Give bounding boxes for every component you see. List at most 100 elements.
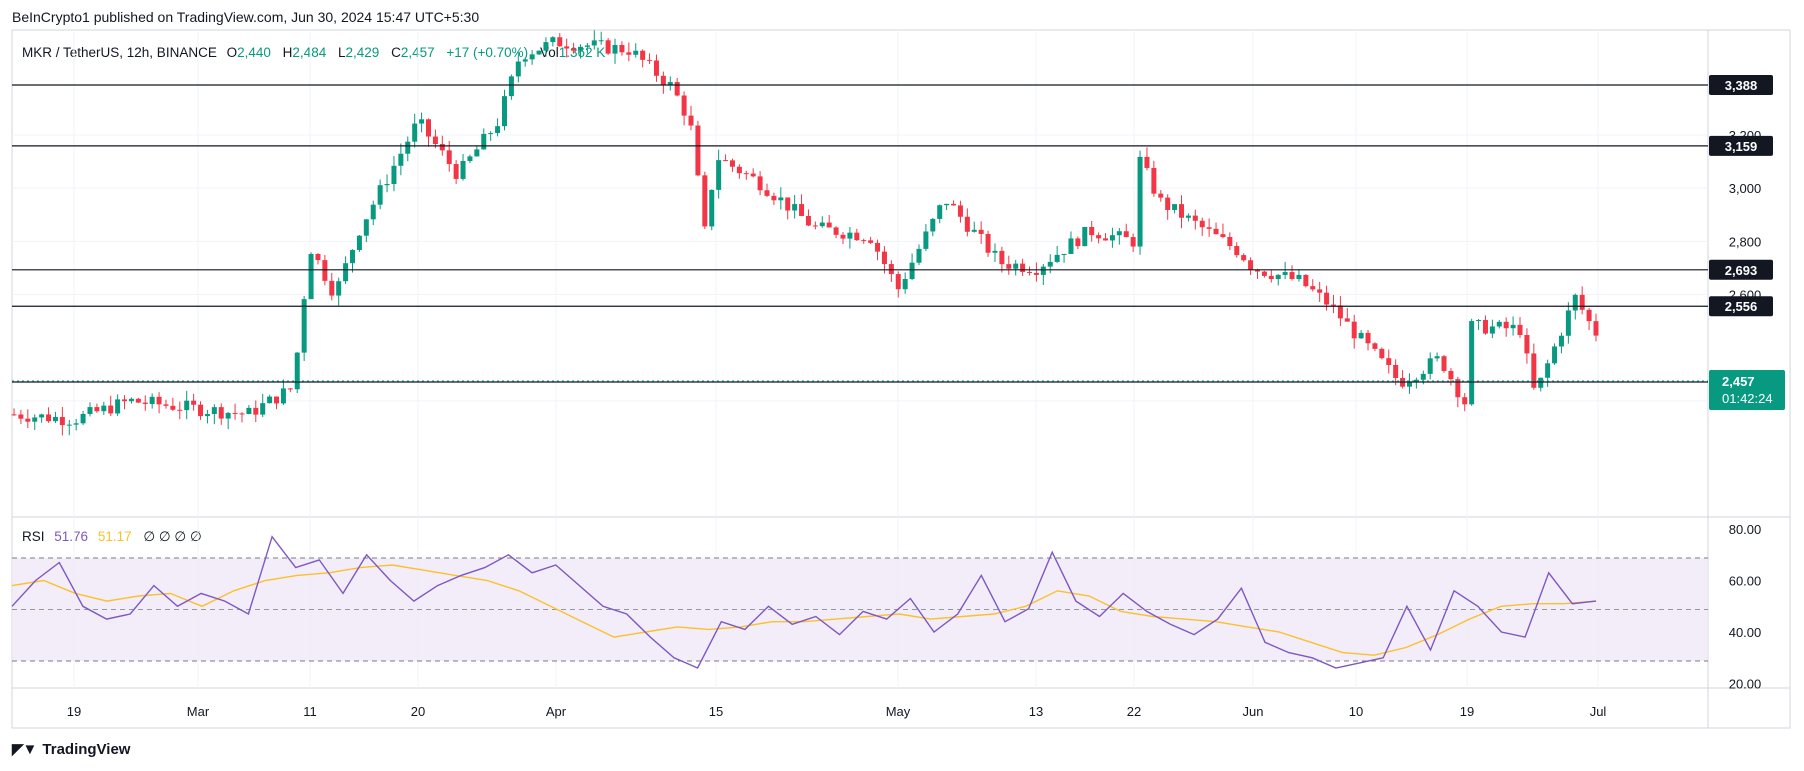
- horizontal-levels: [12, 84, 1708, 383]
- candle-body: [536, 50, 542, 55]
- time-axis[interactable]: 19 Mar 11 20 Apr 15 May 13 22 Jun 10 19 Jul: [67, 704, 1607, 719]
- time-axis-label: Jul: [1590, 704, 1607, 719]
- candle-body: [1241, 255, 1247, 261]
- candle-body: [315, 254, 321, 261]
- tradingview-logo-text: TradingView: [42, 740, 131, 758]
- candle-body: [156, 396, 162, 405]
- candle-body: [1047, 261, 1053, 267]
- candle-body: [723, 160, 729, 162]
- candle-body: [1434, 356, 1440, 359]
- candle-body: [1289, 272, 1295, 279]
- candle-body: [964, 216, 970, 232]
- publisher-attribution: BeInCrypto1 published on TradingView.com…: [12, 9, 480, 25]
- candle-body: [25, 418, 31, 422]
- candle-body: [1565, 310, 1571, 336]
- candle-body: [439, 144, 445, 151]
- level-tag: [1709, 259, 1773, 280]
- candle-body: [1330, 304, 1336, 306]
- candle-body: [1503, 321, 1509, 329]
- candle-body: [115, 399, 121, 414]
- candle-body: [564, 46, 570, 49]
- candle-body: [992, 250, 998, 253]
- rsi-axis-label: 40.00: [1729, 625, 1762, 640]
- candle-body: [633, 50, 639, 55]
- candle-body: [1158, 193, 1164, 198]
- candle-body: [18, 414, 24, 419]
- rsi-legend-label[interactable]: RSI: [22, 529, 45, 544]
- candle-body: [336, 281, 342, 296]
- candle-body: [812, 225, 818, 227]
- candle-body: [204, 414, 210, 417]
- candle-body: [1103, 238, 1109, 241]
- candle-body: [1531, 353, 1537, 388]
- candle-body: [274, 396, 280, 404]
- candle-body: [1082, 227, 1088, 247]
- price-axis-label: 2,800: [1729, 234, 1762, 249]
- candle-body: [1006, 264, 1012, 269]
- candle-body: [1489, 326, 1495, 334]
- level-tag-value: 2,693: [1725, 263, 1758, 278]
- candle-body: [32, 417, 38, 422]
- candle-body: [135, 398, 141, 403]
- candle-body: [39, 414, 45, 418]
- candle-body: [1268, 275, 1274, 280]
- candle-body: [1033, 272, 1039, 275]
- candle-body: [384, 184, 390, 186]
- rsi-axis[interactable]: 80.00 60.00 40.00 20.00: [1729, 522, 1762, 692]
- candle-body: [46, 414, 52, 422]
- candle-body: [1337, 305, 1343, 319]
- candle-body: [1096, 235, 1102, 239]
- candle-body: [122, 399, 128, 402]
- current-price-tag-box: [1709, 370, 1785, 410]
- candle-body: [716, 160, 722, 190]
- candle-body: [819, 222, 825, 227]
- candle-body: [702, 175, 708, 227]
- rsi-axis-label: 20.00: [1729, 677, 1762, 692]
- candle-body: [225, 412, 231, 419]
- rsi-legend-value: 51.76: [54, 529, 89, 544]
- candle-body: [1296, 274, 1302, 279]
- candle-body: [909, 262, 915, 279]
- candle-body: [1448, 370, 1454, 380]
- candle-body: [253, 407, 259, 415]
- candle-body: [246, 407, 252, 414]
- candle-body: [363, 219, 369, 236]
- level-tag: [1709, 135, 1773, 156]
- candle-body: [612, 45, 618, 54]
- candle-body: [267, 396, 273, 404]
- candle-body: [1199, 220, 1205, 228]
- candle-body: [501, 96, 507, 127]
- candle-body: [170, 405, 176, 410]
- candle-body: [1482, 319, 1488, 334]
- candle-body: [1379, 348, 1385, 359]
- candle-body: [1365, 332, 1371, 344]
- time-axis-label: 22: [1127, 704, 1141, 719]
- candle-body: [1496, 321, 1502, 327]
- rsi-legend-extra: ∅ ∅ ∅ ∅: [143, 529, 202, 544]
- open-value: 2,440: [237, 45, 271, 60]
- current-price-value: 2,457: [1722, 374, 1755, 389]
- candle-body: [1020, 263, 1026, 272]
- candle-body: [930, 218, 936, 232]
- candle-body: [474, 149, 480, 157]
- candle-body: [1116, 231, 1122, 236]
- tradingview-logo[interactable]: ◤▼ TradingView: [12, 740, 131, 759]
- symbol-name[interactable]: MKR / TetherUS, 12h, BINANCE: [22, 45, 217, 60]
- candle-body: [377, 185, 383, 205]
- candle-body: [1386, 358, 1392, 365]
- candle-body: [529, 54, 535, 60]
- candle-body: [674, 82, 680, 96]
- candle-body: [1393, 364, 1399, 378]
- candle-body: [647, 59, 653, 61]
- candle-body: [951, 203, 957, 206]
- price-axis-label: 3,000: [1729, 181, 1762, 196]
- rsi-line: [11, 535, 1597, 669]
- candle-body: [598, 40, 604, 42]
- candle-body: [1324, 292, 1330, 305]
- candle-body: [1510, 324, 1516, 329]
- candle-body: [1234, 246, 1240, 256]
- candle-body: [1040, 266, 1046, 275]
- candle-body: [163, 404, 169, 406]
- candle-body: [1517, 324, 1523, 336]
